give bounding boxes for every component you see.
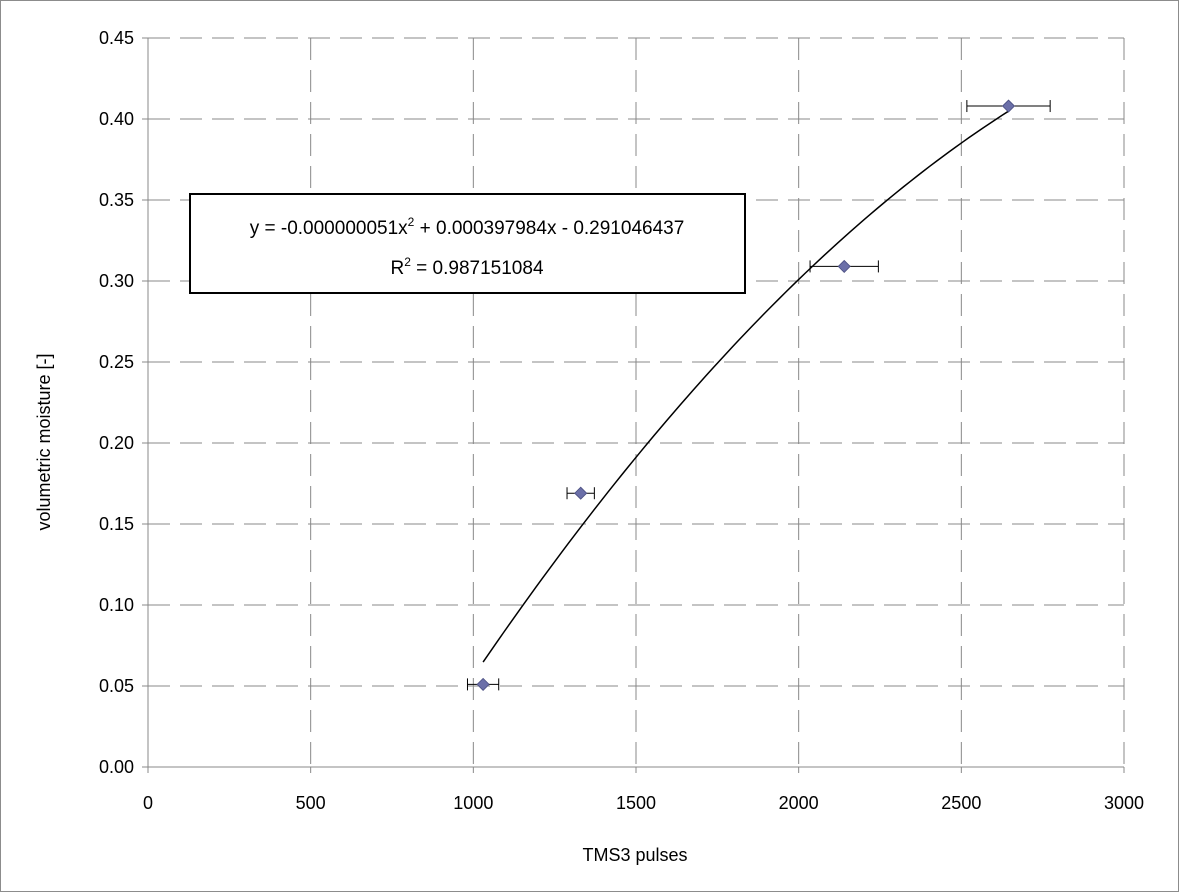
y-tick-label: 0.25	[99, 352, 134, 372]
r-squared: R2 = 0.987151084	[390, 255, 543, 279]
y-tick-label: 0.30	[99, 271, 134, 291]
x-tick-label: 2000	[779, 793, 819, 813]
x-tick-label: 1000	[453, 793, 493, 813]
r-squared-suffix: = 0.987151084	[411, 258, 544, 279]
trendline	[482, 110, 1009, 663]
y-tick-label: 0.05	[99, 676, 134, 696]
grid	[148, 37, 1125, 767]
axes	[142, 37, 1125, 773]
data-points	[466, 99, 1051, 691]
diamond-marker	[1001, 99, 1016, 113]
diamond-marker	[837, 259, 851, 273]
y-tick-label: 0.45	[99, 28, 134, 48]
y-tick-label: 0.10	[99, 595, 134, 615]
y-tick-label: 0.15	[99, 514, 134, 534]
data-point	[566, 486, 595, 500]
y-tick-label: 0.40	[99, 109, 134, 129]
r-squared-prefix: R	[390, 258, 404, 279]
y-tick-label: 0.00	[99, 757, 134, 777]
y-axis-title: volumetric moisture [-]	[34, 353, 54, 530]
equation-superscript: 2	[408, 215, 415, 229]
data-point	[809, 259, 879, 273]
equation-prefix: y = -0.000000051x	[250, 218, 408, 239]
trendline-curve	[482, 110, 1009, 663]
data-point	[966, 99, 1051, 113]
r-squared-superscript: 2	[404, 255, 411, 269]
equation-box-border	[189, 193, 746, 294]
x-tick-label: 0	[143, 793, 153, 813]
tick-labels: 0.00 0.05 0.10 0.15 0.20 0.25 0.30 0.35 0.40 0.45…	[99, 28, 1144, 813]
x-tick-label: 3000	[1104, 793, 1144, 813]
y-tick-label: 0.35	[99, 190, 134, 210]
x-tick-label: 1500	[616, 793, 656, 813]
data-point	[466, 677, 500, 691]
x-tick-label: 500	[296, 793, 326, 813]
equation-suffix: + 0.000397984x - 0.291046437	[414, 218, 684, 239]
diamond-marker	[476, 677, 490, 691]
trendline-equation: y = -0.000000051x2 + 0.000397984x - 0.29…	[250, 215, 685, 239]
diamond-marker	[574, 486, 588, 500]
x-tick-label: 2500	[941, 793, 981, 813]
x-axis-title: TMS3 pulses	[582, 845, 687, 865]
equation-box: y = -0.000000051x2 + 0.000397984x - 0.29…	[189, 193, 746, 294]
y-tick-label: 0.20	[99, 433, 134, 453]
